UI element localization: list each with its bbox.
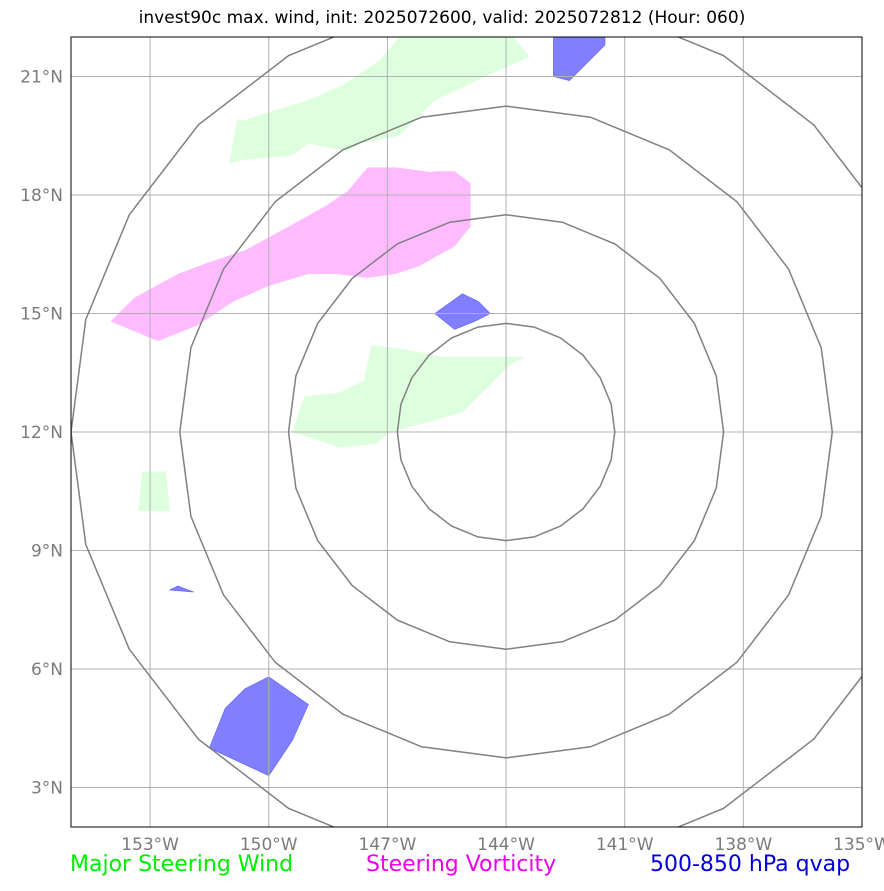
qvap-region-1	[553, 37, 606, 81]
x-tick-label: 135°W	[833, 835, 884, 855]
y-tick-label: 9°N	[31, 542, 63, 562]
wind-region-3	[138, 471, 170, 511]
wind-region-2	[292, 345, 526, 448]
y-tick-label: 12°N	[20, 423, 63, 443]
x-tick-label: 138°W	[714, 835, 772, 855]
x-tick-label: 150°W	[240, 835, 298, 855]
qvap-region-3	[168, 585, 194, 593]
legend-major-steering-wind: Major Steering Wind	[70, 852, 294, 877]
graticule	[71, 37, 862, 827]
contour-fill-layer	[110, 37, 606, 777]
range-ring-1	[396, 322, 616, 542]
x-tick-label: 153°W	[121, 835, 179, 855]
x-tick-label: 144°W	[477, 835, 535, 855]
range-rings	[71, 37, 862, 827]
vorticity-region-1	[110, 167, 471, 342]
legend-steering-vorticity: Steering Vorticity	[366, 852, 557, 877]
range-ring-3	[179, 105, 834, 759]
wind-region-1	[229, 37, 530, 164]
range-ring-2	[287, 214, 725, 651]
range-ring-4	[71, 37, 862, 827]
plot-frame	[70, 36, 863, 828]
y-tick-label: 3°N	[31, 779, 63, 799]
legend-qvap: 500-850 hPa qvap	[650, 852, 851, 877]
x-tick-label: 147°W	[359, 835, 417, 855]
y-tick-label: 21°N	[20, 68, 63, 88]
x-tick-label: 141°W	[596, 835, 654, 855]
qvap-region-2	[434, 293, 491, 330]
axis-labels: 153°W 150°W 147°W 144°W 141°W 138°W 135°W 21°N 1…	[20, 68, 884, 856]
y-tick-label: 18°N	[20, 186, 63, 206]
map-title: invest90c max. wind, init: 2025072600, v…	[138, 8, 746, 28]
y-tick-label: 6°N	[31, 660, 63, 680]
qvap-region-4	[208, 676, 309, 777]
y-tick-label: 15°N	[20, 305, 63, 325]
vorticity-region-2	[415, 171, 471, 184]
